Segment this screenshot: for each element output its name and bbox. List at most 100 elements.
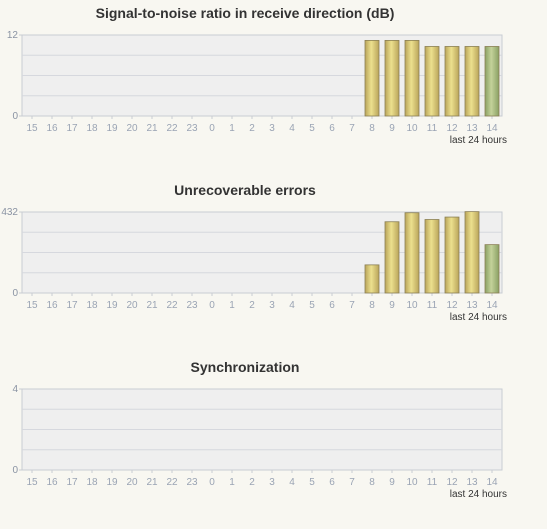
x-tick-label: 9 bbox=[389, 123, 395, 134]
x-tick-label: 4 bbox=[289, 123, 295, 134]
x-tick-label: 21 bbox=[146, 300, 158, 311]
bar bbox=[384, 40, 400, 117]
chart-title: Signal-to-noise ratio in receive directi… bbox=[95, 5, 395, 21]
x-tick-label: 13 bbox=[466, 123, 478, 134]
x-tick-label: 22 bbox=[166, 123, 178, 134]
time-range-note: last 24 hours bbox=[449, 489, 507, 500]
y-tick-label: 0 bbox=[12, 465, 18, 476]
x-tick-label: 11 bbox=[427, 477, 438, 488]
x-tick-label: 19 bbox=[106, 477, 118, 488]
x-tick-label: 7 bbox=[349, 300, 355, 311]
bar bbox=[424, 46, 440, 117]
x-tick-label: 18 bbox=[86, 300, 98, 311]
time-range-note: last 24 hours bbox=[449, 312, 507, 323]
x-tick-label: 2 bbox=[249, 477, 255, 488]
x-tick-label: 8 bbox=[369, 477, 375, 488]
x-tick-label: 19 bbox=[106, 300, 118, 311]
x-tick-label: 10 bbox=[406, 477, 418, 488]
x-tick-label: 23 bbox=[186, 123, 198, 134]
x-tick-label: 1 bbox=[229, 477, 235, 488]
x-tick-label: 14 bbox=[486, 300, 498, 311]
x-tick-label: 22 bbox=[166, 477, 178, 488]
y-tick-label: 432 bbox=[1, 207, 18, 218]
x-tick-label: 20 bbox=[126, 123, 138, 134]
x-tick-label: 4 bbox=[289, 477, 295, 488]
chart-title: Unrecoverable errors bbox=[174, 182, 316, 198]
y-tick-label: 12 bbox=[7, 30, 19, 41]
x-tick-label: 19 bbox=[106, 123, 118, 134]
time-range-note: last 24 hours bbox=[449, 135, 507, 146]
bar bbox=[484, 244, 500, 294]
x-tick-label: 6 bbox=[329, 123, 335, 134]
x-tick-label: 5 bbox=[309, 123, 315, 134]
x-tick-label: 0 bbox=[209, 477, 215, 488]
x-tick-label: 14 bbox=[486, 123, 498, 134]
x-tick-label: 17 bbox=[66, 477, 78, 488]
x-tick-label: 17 bbox=[66, 123, 78, 134]
bar bbox=[444, 46, 460, 117]
bar bbox=[444, 216, 460, 294]
x-tick-label: 7 bbox=[349, 477, 355, 488]
x-tick-label: 1 bbox=[229, 300, 235, 311]
x-tick-label: 7 bbox=[349, 123, 355, 134]
x-tick-label: 23 bbox=[186, 477, 198, 488]
x-tick-label: 3 bbox=[269, 300, 275, 311]
x-tick-label: 15 bbox=[26, 300, 38, 311]
x-tick-label: 15 bbox=[26, 477, 38, 488]
x-tick-label: 8 bbox=[369, 123, 375, 134]
x-tick-label: 6 bbox=[329, 477, 335, 488]
y-tick-label: 4 bbox=[12, 384, 18, 395]
y-tick-label: 0 bbox=[12, 288, 18, 299]
x-tick-label: 12 bbox=[446, 123, 458, 134]
x-tick-label: 18 bbox=[86, 123, 98, 134]
x-tick-label: 12 bbox=[446, 477, 458, 488]
bar bbox=[364, 40, 380, 117]
x-tick-label: 17 bbox=[66, 300, 78, 311]
x-tick-label: 14 bbox=[486, 477, 498, 488]
x-tick-label: 15 bbox=[26, 123, 38, 134]
x-tick-label: 2 bbox=[249, 300, 255, 311]
x-tick-label: 16 bbox=[46, 300, 58, 311]
x-tick-label: 10 bbox=[406, 300, 418, 311]
x-tick-label: 11 bbox=[427, 123, 438, 134]
x-tick-label: 3 bbox=[269, 477, 275, 488]
bar bbox=[404, 40, 420, 117]
x-tick-label: 2 bbox=[249, 123, 255, 134]
x-tick-label: 21 bbox=[146, 477, 158, 488]
bar bbox=[464, 46, 480, 117]
chart-title: Synchronization bbox=[190, 359, 300, 375]
x-tick-label: 18 bbox=[86, 477, 98, 488]
snr-chart: Signal-to-noise ratio in receive directi… bbox=[0, 5, 547, 175]
x-tick-label: 0 bbox=[209, 300, 215, 311]
x-tick-label: 1 bbox=[229, 123, 235, 134]
x-tick-label: 4 bbox=[289, 300, 295, 311]
bar bbox=[484, 46, 500, 117]
x-tick-label: 0 bbox=[209, 123, 215, 134]
x-tick-label: 8 bbox=[369, 300, 375, 311]
x-tick-label: 5 bbox=[309, 477, 315, 488]
x-tick-label: 13 bbox=[466, 477, 478, 488]
y-tick-label: 0 bbox=[12, 111, 18, 122]
x-tick-label: 13 bbox=[466, 300, 478, 311]
x-tick-label: 5 bbox=[309, 300, 315, 311]
bar bbox=[404, 212, 420, 294]
x-tick-label: 12 bbox=[446, 300, 458, 311]
x-tick-label: 11 bbox=[427, 300, 438, 311]
x-tick-label: 10 bbox=[406, 123, 418, 134]
x-tick-label: 22 bbox=[166, 300, 178, 311]
x-tick-label: 6 bbox=[329, 300, 335, 311]
x-tick-label: 23 bbox=[186, 300, 198, 311]
bar bbox=[424, 219, 440, 294]
x-tick-label: 21 bbox=[146, 123, 158, 134]
x-tick-label: 9 bbox=[389, 477, 395, 488]
bar bbox=[384, 221, 400, 294]
bar bbox=[464, 211, 480, 294]
x-tick-label: 16 bbox=[46, 123, 58, 134]
bar bbox=[364, 264, 380, 294]
x-tick-label: 20 bbox=[126, 300, 138, 311]
x-tick-label: 20 bbox=[126, 477, 138, 488]
sync-chart: Synchronization 0 4 15 16 17 18 19 20 21 22 23 0 1 2 3… bbox=[0, 359, 547, 529]
